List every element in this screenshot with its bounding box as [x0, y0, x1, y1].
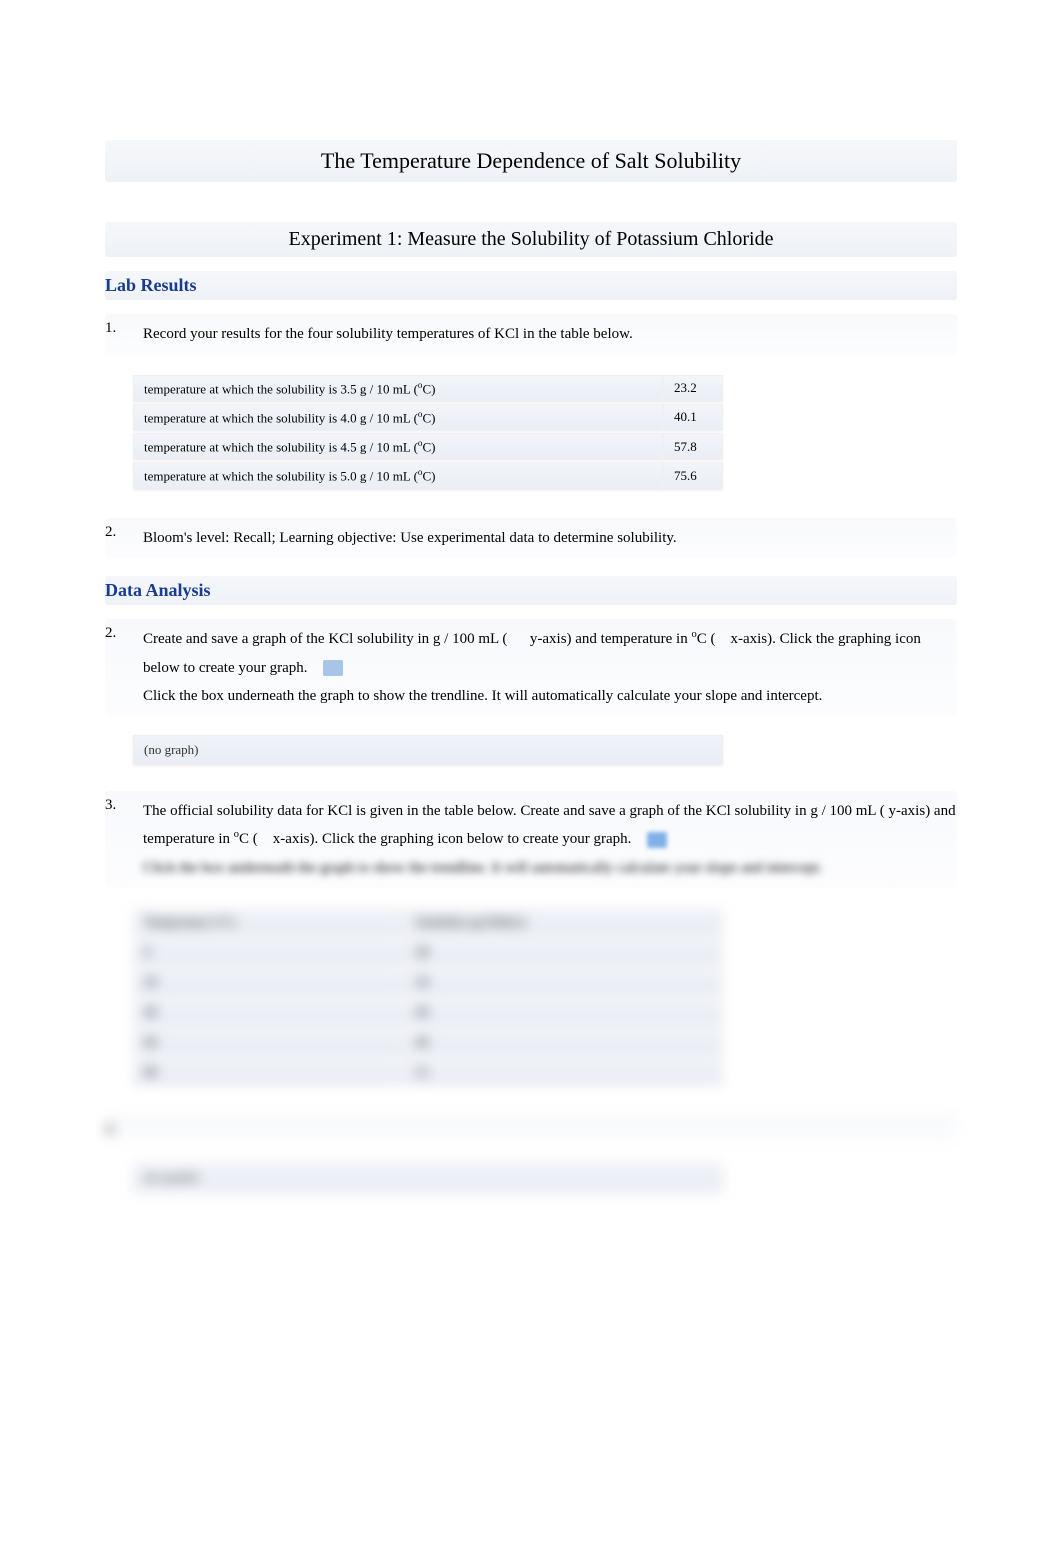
- row-label: temperature at which the solubility is 4…: [133, 404, 663, 431]
- graph-placeholder-1: (no graph): [133, 735, 957, 765]
- question-number: 1.: [105, 320, 123, 337]
- row-label: temperature at which the solubility is 5…: [133, 462, 663, 489]
- question-2-graph: 2. Create and save a graph of the KCl so…: [105, 619, 957, 717]
- graph-placeholder-2: (no graph): [133, 1162, 957, 1192]
- question-text: The official solubility data for KCl is …: [143, 797, 957, 883]
- row-value: 23.2: [663, 375, 723, 402]
- row-value: 40.1: [663, 404, 723, 431]
- table-row: 028: [133, 938, 723, 966]
- col-header-temperature: Temperature (°C): [133, 908, 405, 936]
- graph-icon[interactable]: [647, 832, 667, 848]
- col-header-solubility: Solubility (g/100mL): [405, 908, 723, 936]
- row-label: temperature at which the solubility is 4…: [133, 433, 663, 460]
- question-number: 2.: [105, 625, 123, 642]
- question-number: 3.: [105, 797, 123, 814]
- question-text: Bloom's level: Recall; Learning objectiv…: [143, 524, 957, 553]
- table-row: 2034: [133, 968, 723, 996]
- question-number: 4.: [105, 1121, 116, 1137]
- table-row: temperature at which the solubility is 4…: [133, 404, 723, 431]
- row-value: 57.8: [663, 433, 723, 460]
- results-table: temperature at which the solubility is 3…: [133, 373, 723, 492]
- official-solubility-table: Temperature (°C) Solubility (g/100mL) 02…: [133, 906, 723, 1088]
- table-row: temperature at which the solubility is 5…: [133, 462, 723, 489]
- no-graph-box[interactable]: (no graph): [133, 735, 723, 765]
- question-text: Create and save a graph of the KCl solub…: [143, 625, 957, 711]
- question-2-blooms: 2. Bloom's level: Recall; Learning objec…: [105, 518, 957, 559]
- question-3: 3. The official solubility data for KCl …: [105, 791, 957, 889]
- table-row: 8051: [133, 1058, 723, 1086]
- row-value: 75.6: [663, 462, 723, 489]
- table-row: 4040: [133, 998, 723, 1026]
- table-row: temperature at which the solubility is 4…: [133, 433, 723, 460]
- question-4: 4.: [105, 1114, 957, 1144]
- no-graph-box[interactable]: (no graph): [133, 1162, 723, 1192]
- table-row: 6046: [133, 1028, 723, 1056]
- question-text: Record your results for the four solubil…: [143, 320, 957, 349]
- blurred-text: Click the box underneath the graph to sh…: [143, 860, 822, 876]
- row-label: temperature at which the solubility is 3…: [133, 375, 663, 402]
- results-table-wrap: temperature at which the solubility is 3…: [133, 373, 957, 492]
- table-header-row: Temperature (°C) Solubility (g/100mL): [133, 908, 723, 936]
- data-analysis-heading: Data Analysis: [105, 576, 957, 605]
- table-row: temperature at which the solubility is 3…: [133, 375, 723, 402]
- graph-icon[interactable]: [323, 660, 343, 676]
- official-table-wrap: Temperature (°C) Solubility (g/100mL) 02…: [133, 906, 957, 1088]
- lab-results-heading: Lab Results: [105, 271, 957, 300]
- document-title: The Temperature Dependence of Salt Solub…: [105, 140, 957, 182]
- experiment-heading: Experiment 1: Measure the Solubility of …: [105, 222, 957, 257]
- question-1: 1. Record your results for the four solu…: [105, 314, 957, 355]
- question-number: 2.: [105, 524, 123, 541]
